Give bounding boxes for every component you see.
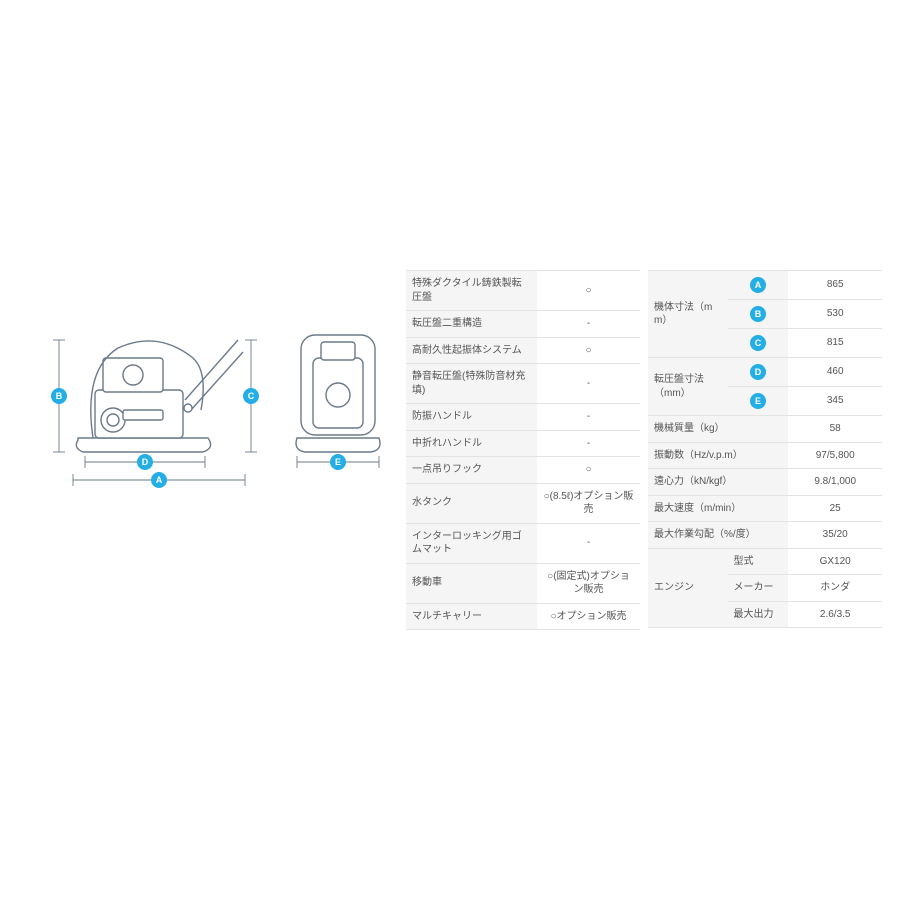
diagram-area: D A B C	[18, 270, 398, 500]
feature-label: 転圧盤二重構造	[406, 311, 537, 338]
table-row: 防振ハンドル-	[406, 404, 640, 431]
engine-sub-label: 最大出力	[728, 601, 789, 628]
engine-value: 2.6/3.5	[788, 601, 882, 628]
dim-badge-cell: D	[728, 358, 789, 387]
dim-badge-e: E	[335, 457, 341, 467]
table-row: 水タンク○(8.5ℓ)オプション販売	[406, 483, 640, 523]
spec-label: 機械質量（kg）	[648, 416, 788, 443]
dim-badge-cell: C	[728, 329, 789, 358]
feature-label: 特殊ダクタイル鋳鉄製転圧盤	[406, 271, 537, 311]
spec-label: 遠心力（kN/kgf）	[648, 469, 788, 496]
features-table: 特殊ダクタイル鋳鉄製転圧盤○転圧盤二重構造-高耐久性起振体システム○静音転圧盤(…	[406, 270, 640, 630]
engine-value: GX120	[788, 548, 882, 575]
spec-value: 9.8/1,000	[788, 469, 882, 496]
feature-value: ○	[537, 271, 640, 311]
spec-value: 58	[788, 416, 882, 443]
engine-value: ホンダ	[788, 575, 882, 602]
table-row: 最大速度（m/min）25	[648, 495, 882, 522]
dim-value: 460	[788, 358, 882, 387]
plate-dim-label: 転圧盤寸法（mm）	[648, 358, 728, 416]
table-row: 特殊ダクタイル鋳鉄製転圧盤○	[406, 271, 640, 311]
dim-value: 345	[788, 387, 882, 416]
dim-badge-c: C	[248, 391, 255, 401]
dim-badge-d: D	[142, 457, 149, 467]
spec-value: 97/5,800	[788, 442, 882, 469]
dimensions-table: 機体寸法（mm） A 865 B 530 C 815 転圧盤寸法（mm） D 460 E 345機械質…	[648, 270, 882, 628]
feature-value: -	[537, 404, 640, 431]
dim-badge-a: A	[156, 475, 163, 485]
feature-label: マルチキャリー	[406, 603, 537, 630]
feature-value: ○	[537, 337, 640, 364]
feature-value: -	[537, 523, 640, 563]
table-row: 転圧盤二重構造-	[406, 311, 640, 338]
table-row: エンジン型式GX120	[648, 548, 882, 575]
dim-badge-cell: B	[728, 300, 789, 329]
table-row: 一点吊りフック○	[406, 457, 640, 484]
table-row: インターロッキング用ゴムマット-	[406, 523, 640, 563]
table-row: 移動車○(固定式)オプション販売	[406, 563, 640, 603]
dim-badge-cell: E	[728, 387, 789, 416]
dim-value: 530	[788, 300, 882, 329]
feature-label: 水タンク	[406, 483, 537, 523]
feature-value: ○	[537, 457, 640, 484]
table-row: マルチキャリー○オプション販売	[406, 603, 640, 630]
dim-value: 815	[788, 329, 882, 358]
dim-badge-d: D	[750, 364, 766, 380]
feature-value: -	[537, 364, 640, 404]
dim-value: 865	[788, 271, 882, 300]
dim-badge-a: A	[750, 277, 766, 293]
feature-label: 静音転圧盤(特殊防音材充填)	[406, 364, 537, 404]
dim-badge-b: B	[750, 306, 766, 322]
table-row: 機械質量（kg）58	[648, 416, 882, 443]
feature-value: -	[537, 430, 640, 457]
spec-label: 振動数（Hz/v.p.m）	[648, 442, 788, 469]
feature-value: ○(固定式)オプション販売	[537, 563, 640, 603]
engine-label: エンジン	[648, 548, 728, 628]
table-row: 中折れハンドル-	[406, 430, 640, 457]
spec-value: 35/20	[788, 522, 882, 549]
table-row: 遠心力（kN/kgf）9.8/1,000	[648, 469, 882, 496]
table-row: 高耐久性起振体システム○	[406, 337, 640, 364]
dim-badge-e: E	[750, 393, 766, 409]
spec-label: 最大作業勾配（%/度）	[648, 522, 788, 549]
table-row: 転圧盤寸法（mm）D460	[648, 358, 882, 387]
table-row: 静音転圧盤(特殊防音材充填)-	[406, 364, 640, 404]
dim-badge-cell: A	[728, 271, 789, 300]
feature-value: -	[537, 311, 640, 338]
feature-value: ○オプション販売	[537, 603, 640, 630]
compactor-schematic: D A B C	[23, 280, 393, 500]
table-row: 機体寸法（mm）A865	[648, 271, 882, 300]
spec-label: 最大速度（m/min）	[648, 495, 788, 522]
dim-badge-b: B	[56, 391, 63, 401]
machine-dim-label: 機体寸法（mm）	[648, 271, 728, 358]
feature-label: 中折れハンドル	[406, 430, 537, 457]
dim-badge-c: C	[750, 335, 766, 351]
table-row: 振動数（Hz/v.p.m）97/5,800	[648, 442, 882, 469]
engine-sub-label: メーカー	[728, 575, 789, 602]
feature-label: 一点吊りフック	[406, 457, 537, 484]
feature-label: 高耐久性起振体システム	[406, 337, 537, 364]
feature-label: 防振ハンドル	[406, 404, 537, 431]
table-row: 最大作業勾配（%/度）35/20	[648, 522, 882, 549]
spec-value: 25	[788, 495, 882, 522]
engine-sub-label: 型式	[728, 548, 789, 575]
feature-label: インターロッキング用ゴムマット	[406, 523, 537, 563]
feature-value: ○(8.5ℓ)オプション販売	[537, 483, 640, 523]
feature-label: 移動車	[406, 563, 537, 603]
